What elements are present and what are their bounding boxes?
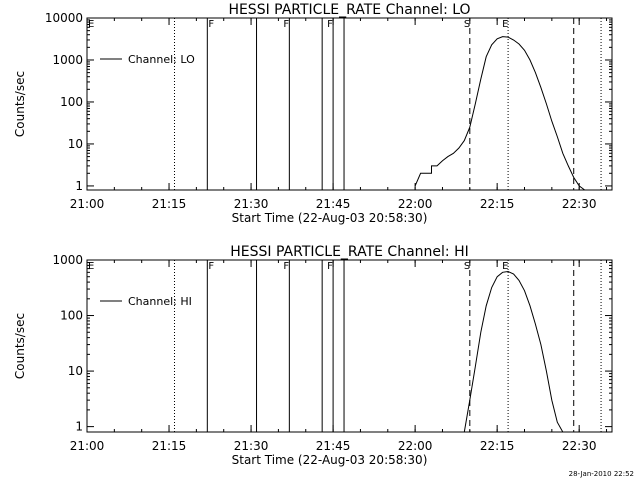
x-tick-label: 22:30 bbox=[562, 197, 597, 211]
series-line-1 bbox=[463, 270, 564, 433]
x-tick-label: 21:15 bbox=[152, 439, 187, 453]
y-tick-label: 1000 bbox=[52, 53, 83, 67]
y-axis-label: Counts/sec bbox=[13, 71, 27, 137]
plot-frame bbox=[86, 17, 613, 191]
x-tick-label: 21:00 bbox=[70, 197, 105, 211]
x-axis-label: Start Time (22-Aug-03 20:58:30) bbox=[232, 211, 428, 225]
chart-title: HESSI PARTICLE_RATE Channel: LO bbox=[228, 2, 470, 18]
legend-label: Channel: HI bbox=[128, 295, 192, 308]
y-tick-label: 100 bbox=[60, 309, 83, 323]
series-line-1 bbox=[414, 36, 585, 191]
y-tick-label: 10 bbox=[68, 364, 83, 378]
y-tick-label: 10000 bbox=[45, 11, 83, 25]
footer-timestamp: 28-Jan-2010 22:52 bbox=[568, 470, 634, 478]
x-tick-label: 22:00 bbox=[398, 197, 433, 211]
plot-frame bbox=[86, 259, 613, 433]
chart-title: HESSI PARTICLE_RATE Channel: HI bbox=[230, 244, 468, 260]
x-tick-label: 21:15 bbox=[152, 197, 187, 211]
x-tick-label: 21:45 bbox=[316, 197, 351, 211]
event-marker-label: F bbox=[327, 19, 333, 30]
legend-label: Channel: LO bbox=[128, 53, 195, 66]
y-axis-label: Counts/sec bbox=[13, 313, 27, 379]
event-marker-label: E bbox=[88, 261, 94, 272]
event-marker-label: F bbox=[208, 19, 214, 30]
x-tick-label: 22:15 bbox=[480, 439, 515, 453]
y-tick-label: 1000 bbox=[52, 253, 83, 267]
x-tick-label: 21:30 bbox=[234, 439, 269, 453]
x-tick-label: 22:15 bbox=[480, 197, 515, 211]
x-tick-label: 22:30 bbox=[562, 439, 597, 453]
event-marker-label: F bbox=[327, 261, 333, 272]
x-tick-label: 21:45 bbox=[316, 439, 351, 453]
event-marker-label: E bbox=[88, 19, 94, 30]
event-marker-label: F bbox=[283, 261, 289, 272]
event-marker-label: S bbox=[464, 19, 470, 30]
event-marker-label: E bbox=[502, 261, 508, 272]
y-tick-label: 1 bbox=[75, 420, 83, 434]
event-marker-label: F bbox=[283, 19, 289, 30]
y-tick-label: 10 bbox=[68, 137, 83, 151]
x-tick-label: 22:00 bbox=[398, 439, 433, 453]
x-tick-label: 21:30 bbox=[234, 197, 269, 211]
event-marker-label: F bbox=[208, 261, 214, 272]
event-marker-label: S bbox=[464, 261, 470, 272]
x-tick-label: 21:00 bbox=[70, 439, 105, 453]
y-tick-label: 100 bbox=[60, 95, 83, 109]
y-tick-label: 1 bbox=[75, 179, 83, 193]
x-axis-label: Start Time (22-Aug-03 20:58:30) bbox=[232, 453, 428, 467]
chart-panel-1: HESSI PARTICLE_RATE Channel: LOF F S EE F110… bbox=[13, 2, 613, 225]
event-marker-label: E bbox=[502, 19, 508, 30]
chart-panel-2: HESSI PARTICLE_RATE Channel: HIF F S EE F110… bbox=[13, 244, 613, 467]
